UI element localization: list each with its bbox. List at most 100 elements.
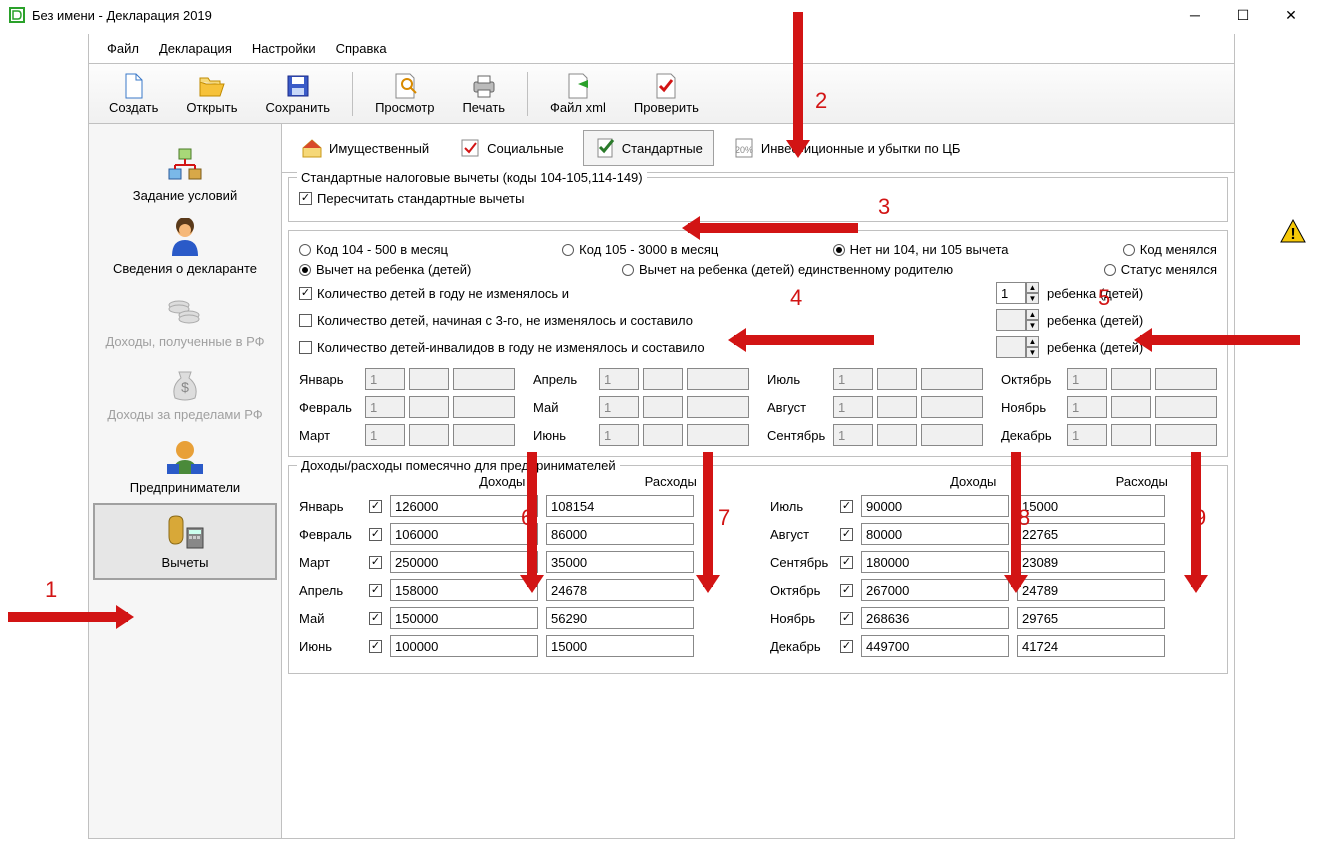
month-jan-v2[interactable] <box>409 368 449 390</box>
month-aug-v1[interactable] <box>833 396 873 418</box>
income-apr-input[interactable] <box>390 579 538 601</box>
income-oct-checkbox[interactable] <box>840 584 853 597</box>
expense-jun-input[interactable] <box>546 635 694 657</box>
toolbar-xml[interactable]: Файл xml <box>538 68 618 119</box>
month-may-v3[interactable] <box>687 396 749 418</box>
expense-nov-input[interactable] <box>1017 607 1165 629</box>
expense-sep-input[interactable] <box>1017 551 1165 573</box>
income-nov-checkbox[interactable] <box>840 612 853 625</box>
income-may-checkbox[interactable] <box>369 612 382 625</box>
income-dec-checkbox[interactable] <box>840 640 853 653</box>
month-nov-v3[interactable] <box>1155 396 1217 418</box>
toolbar-print[interactable]: Печать <box>450 68 517 119</box>
sidebar-entrepreneur[interactable]: Предприниматели <box>89 430 281 503</box>
children-count-spinner[interactable]: ▲▼ <box>996 282 1039 304</box>
recalc-checkbox[interactable]: Пересчитать стандартные вычеты <box>299 191 524 206</box>
radio-code104[interactable]: Код 104 - 500 в месяц <box>299 242 448 257</box>
expense-feb-input[interactable] <box>546 523 694 545</box>
toolbar-preview[interactable]: Просмотр <box>363 68 446 119</box>
income-mar-checkbox[interactable] <box>369 556 382 569</box>
toolbar-create[interactable]: Создать <box>97 68 170 119</box>
chk-count-disabled[interactable]: Количество детей-инвалидов в году не изм… <box>299 340 705 355</box>
month-oct-v3[interactable] <box>1155 368 1217 390</box>
month-oct-v1[interactable] <box>1067 368 1107 390</box>
income-jul-input[interactable] <box>861 495 1009 517</box>
month-sep-v3[interactable] <box>921 424 983 446</box>
month-apr-v1[interactable] <box>599 368 639 390</box>
income-jun-input[interactable] <box>390 635 538 657</box>
income-apr-checkbox[interactable] <box>369 584 382 597</box>
sidebar-conditions[interactable]: Задание условий <box>89 138 281 211</box>
income-sep-checkbox[interactable] <box>840 556 853 569</box>
radio-status-changed[interactable]: Статус менялся <box>1104 262 1217 277</box>
income-nov-input[interactable] <box>861 607 1009 629</box>
radio-code-changed[interactable]: Код менялся <box>1123 242 1217 257</box>
income-aug-input[interactable] <box>861 523 1009 545</box>
chk-count-nochange[interactable]: Количество детей в году не изменялось и <box>299 286 569 301</box>
children-from3-spinner[interactable]: ▲▼ <box>996 309 1039 331</box>
month-may-v1[interactable] <box>599 396 639 418</box>
month-mar-v3[interactable] <box>453 424 515 446</box>
month-apr-v2[interactable] <box>643 368 683 390</box>
menu-file[interactable]: Файл <box>99 38 147 59</box>
radio-code105[interactable]: Код 105 - 3000 в месяц <box>562 242 718 257</box>
income-aug-checkbox[interactable] <box>840 528 853 541</box>
expense-aug-input[interactable] <box>1017 523 1165 545</box>
maximize-button[interactable]: ☐ <box>1231 3 1255 27</box>
sidebar-income-abroad[interactable]: $ Доходы за пределами РФ <box>89 357 281 430</box>
tab-invest[interactable]: 20% Инвестиционные и убытки по ЦБ <box>722 130 972 166</box>
expense-jan-input[interactable] <box>546 495 694 517</box>
income-oct-input[interactable] <box>861 579 1009 601</box>
radio-child-single[interactable]: Вычет на ребенка (детей) единственному р… <box>622 262 953 277</box>
sidebar-deductions[interactable]: Вычеты <box>93 503 277 580</box>
income-may-input[interactable] <box>390 607 538 629</box>
month-aug-v2[interactable] <box>877 396 917 418</box>
month-dec-v3[interactable] <box>1155 424 1217 446</box>
menu-settings[interactable]: Настройки <box>244 38 324 59</box>
month-oct-v2[interactable] <box>1111 368 1151 390</box>
month-nov-v1[interactable] <box>1067 396 1107 418</box>
menu-declaration[interactable]: Декларация <box>151 38 240 59</box>
month-jul-v1[interactable] <box>833 368 873 390</box>
income-jul-checkbox[interactable] <box>840 500 853 513</box>
toolbar-open[interactable]: Открыть <box>174 68 249 119</box>
income-dec-input[interactable] <box>861 635 1009 657</box>
month-apr-v3[interactable] <box>687 368 749 390</box>
income-feb-input[interactable] <box>390 523 538 545</box>
menu-help[interactable]: Справка <box>328 38 395 59</box>
toolbar-check[interactable]: Проверить <box>622 68 711 119</box>
income-jan-checkbox[interactable] <box>369 500 382 513</box>
radio-child[interactable]: Вычет на ребенка (детей) <box>299 262 471 277</box>
close-button[interactable]: ✕ <box>1279 3 1303 27</box>
expense-dec-input[interactable] <box>1017 635 1165 657</box>
expense-jul-input[interactable] <box>1017 495 1165 517</box>
children-disabled-spinner[interactable]: ▲▼ <box>996 336 1039 358</box>
chk-count-from3[interactable]: Количество детей, начиная с 3-го, не изм… <box>299 313 693 328</box>
month-jan-v3[interactable] <box>453 368 515 390</box>
month-may-v2[interactable] <box>643 396 683 418</box>
radio-code-none[interactable]: Нет ни 104, ни 105 вычета <box>833 242 1009 257</box>
expense-may-input[interactable] <box>546 607 694 629</box>
month-jun-v3[interactable] <box>687 424 749 446</box>
expense-apr-input[interactable] <box>546 579 694 601</box>
expense-mar-input[interactable] <box>546 551 694 573</box>
sidebar-declarant[interactable]: Сведения о декларанте <box>89 211 281 284</box>
month-dec-v2[interactable] <box>1111 424 1151 446</box>
month-jul-v3[interactable] <box>921 368 983 390</box>
toolbar-save[interactable]: Сохранить <box>253 68 342 119</box>
month-dec-v1[interactable] <box>1067 424 1107 446</box>
month-nov-v2[interactable] <box>1111 396 1151 418</box>
income-jun-checkbox[interactable] <box>369 640 382 653</box>
tab-standard[interactable]: Стандартные <box>583 130 714 166</box>
expense-oct-input[interactable] <box>1017 579 1165 601</box>
month-feb-v3[interactable] <box>453 396 515 418</box>
month-jan-v1[interactable] <box>365 368 405 390</box>
income-mar-input[interactable] <box>390 551 538 573</box>
month-feb-v1[interactable] <box>365 396 405 418</box>
month-mar-v2[interactable] <box>409 424 449 446</box>
month-jun-v2[interactable] <box>643 424 683 446</box>
month-feb-v2[interactable] <box>409 396 449 418</box>
month-jul-v2[interactable] <box>877 368 917 390</box>
month-aug-v3[interactable] <box>921 396 983 418</box>
minimize-button[interactable]: ─ <box>1183 3 1207 27</box>
